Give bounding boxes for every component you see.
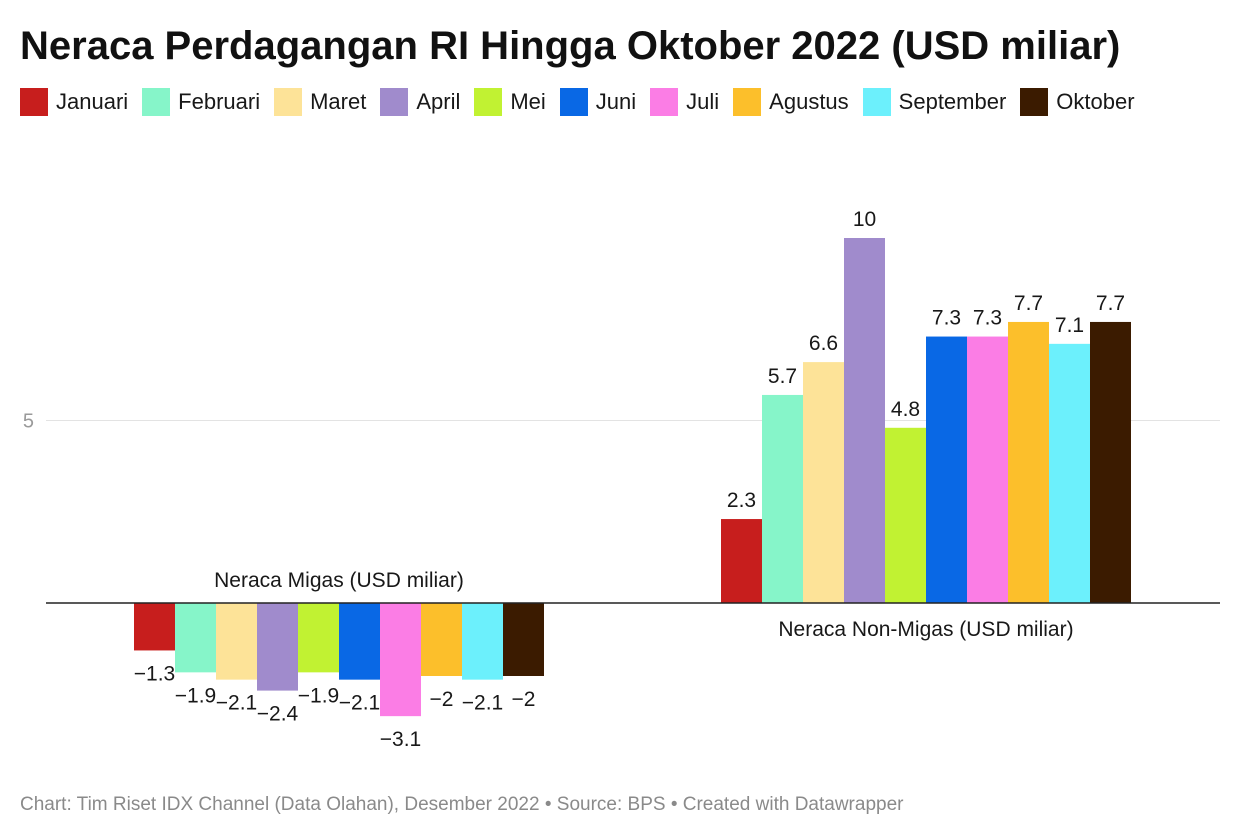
bar <box>721 519 762 603</box>
legend-label: Maret <box>310 89 367 114</box>
legend-item: Juli <box>650 88 719 116</box>
value-label: −2 <box>512 688 536 711</box>
legend-label: Agustus <box>769 89 849 114</box>
bar <box>762 394 803 603</box>
bar <box>298 603 339 673</box>
bar <box>926 336 967 603</box>
chart-footer: Chart: Tim Riset IDX Channel (Data Olaha… <box>20 794 904 815</box>
value-label: −2.4 <box>257 703 299 726</box>
legend-label: Juni <box>595 89 637 114</box>
bar <box>339 603 380 680</box>
legend-swatch <box>20 88 48 116</box>
value-label: 7.1 <box>1055 314 1084 337</box>
legend: Januari Februari Maret April Mei Juni Juli Agus… <box>20 88 1200 116</box>
legend-swatch <box>142 88 171 116</box>
value-label: 7.3 <box>973 307 1002 330</box>
legend-swatch <box>1020 88 1049 116</box>
legend-item: Maret <box>274 88 366 116</box>
value-label: 5.7 <box>768 365 797 388</box>
legend-swatch <box>733 88 762 116</box>
bar <box>175 603 216 673</box>
bar <box>380 603 421 717</box>
legend-item: Juni <box>559 88 637 116</box>
bar <box>503 603 544 676</box>
legend-label: Juli <box>686 89 720 114</box>
legend-swatch <box>274 88 303 116</box>
category-label: Neraca Migas (USD miliar) <box>214 569 464 592</box>
value-label: −2 <box>430 688 454 711</box>
legend-label: April <box>416 89 461 114</box>
bar <box>803 362 844 603</box>
category-label: Neraca Non-Migas (USD miliar) <box>778 618 1073 641</box>
value-label: 6.6 <box>809 332 838 355</box>
legend-label: Oktober <box>1056 89 1135 114</box>
value-label: −2.1 <box>339 692 380 715</box>
bar <box>421 603 462 676</box>
legend-label: September <box>898 89 1007 114</box>
bar <box>1049 343 1090 603</box>
value-label: −2.1 <box>462 692 503 715</box>
legend-item: September <box>862 88 1007 116</box>
value-label: 4.8 <box>891 398 920 421</box>
bar-chart: 5−1.3−1.9 −2.1 −2.4−1.9 −2.1−3.1−2 −2.1 −22.3… <box>23 208 1220 751</box>
y-tick-label: 5 <box>23 411 34 433</box>
bar <box>257 603 298 691</box>
value-label: 2.3 <box>727 489 756 512</box>
value-label: −1.9 <box>298 684 339 707</box>
bar <box>1008 321 1049 603</box>
legend-label: Januari <box>56 89 129 114</box>
bar <box>844 238 885 603</box>
legend-item: April <box>380 88 460 116</box>
chart-title: Neraca Perdagangan RI Hingga Oktober 202… <box>20 24 1121 68</box>
bar <box>134 603 175 651</box>
bar <box>462 603 503 680</box>
legend-swatch <box>862 88 891 116</box>
value-label: −2.1 <box>216 692 257 715</box>
value-label: −1.9 <box>175 684 216 707</box>
legend-label: Mei <box>510 89 546 114</box>
legend-item: Agustus <box>733 88 849 116</box>
legend-item: Oktober <box>1020 88 1135 116</box>
value-label: −1.3 <box>134 662 175 685</box>
bar <box>216 603 257 680</box>
value-label: 10 <box>853 208 876 231</box>
bar <box>1090 321 1131 603</box>
value-label: 7.7 <box>1014 292 1043 315</box>
legend-swatch <box>380 88 409 116</box>
value-label: 7.3 <box>932 307 961 330</box>
legend-item: Mei <box>474 88 546 116</box>
bar <box>967 336 1008 603</box>
legend-swatch <box>559 88 588 116</box>
legend-label: Februari <box>178 89 261 114</box>
legend-item: Januari <box>20 88 128 116</box>
legend-swatch <box>474 88 503 116</box>
value-label: 7.7 <box>1096 292 1125 315</box>
legend-item: Februari <box>142 88 260 116</box>
legend-swatch <box>650 88 679 116</box>
value-label: −3.1 <box>380 728 421 751</box>
bar <box>885 427 926 603</box>
